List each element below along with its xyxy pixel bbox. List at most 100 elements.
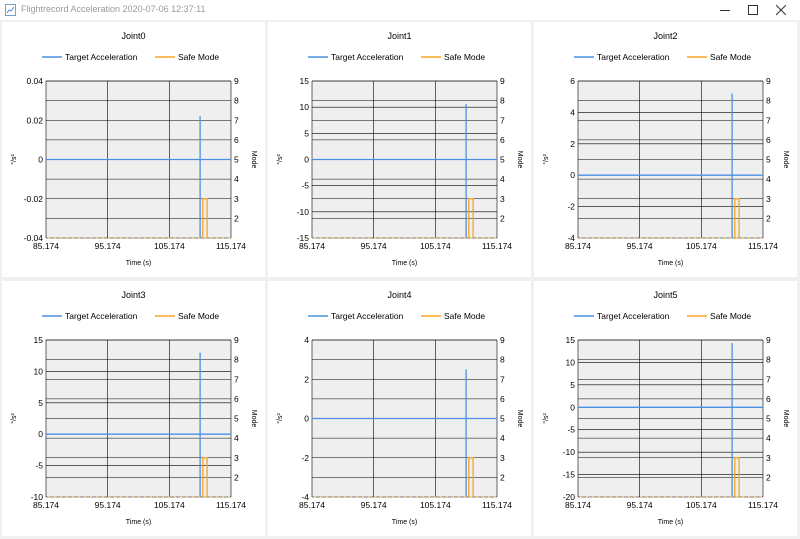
y2-tick-label: 8 [500, 96, 505, 106]
y-tick-label: 0 [570, 170, 575, 180]
series-line-target-acceleration [312, 104, 497, 238]
legend-label-safe-mode: Safe Mode [710, 311, 751, 321]
y2-tick-label: 2 [234, 213, 239, 223]
y2-tick-label: 4 [234, 433, 239, 443]
y2-tick-label: 9 [766, 335, 771, 345]
chart-svg: Joint0 Target Acceleration Safe Mode -0.04 -… [10, 31, 257, 267]
y2-tick-label: 3 [766, 194, 771, 204]
chart-title: Joint5 [653, 290, 677, 300]
x-tick-label: 115.174 [748, 241, 778, 251]
y-tick-label: -2 [567, 202, 575, 212]
y-axis-label: °/s² [10, 154, 18, 165]
x-tick-label: 115.174 [482, 500, 512, 510]
series-line-target-acceleration [578, 343, 763, 497]
y-tick-label: 6 [570, 76, 575, 86]
y-tick-label: 10 [566, 357, 576, 367]
maximize-button[interactable] [739, 0, 767, 20]
legend-label-safe-mode: Safe Mode [178, 52, 219, 62]
chart-panel-joint4: Joint4 Target Acceleration Safe Mode -4 -2 0 2… [268, 281, 531, 536]
y2-axis-label: Mode [516, 151, 523, 169]
y-axis-label: °/s² [542, 413, 550, 424]
y-tick-label: 5 [570, 380, 575, 390]
x-tick-label: 115.174 [216, 241, 246, 251]
legend-label-safe-mode: Safe Mode [444, 311, 485, 321]
y-tick-label: -0.04 [24, 233, 44, 243]
app-chart-icon [5, 4, 16, 16]
y-tick-label: -4 [567, 233, 575, 243]
x-tick-label: 85.174 [299, 500, 325, 510]
y2-tick-label: 8 [234, 96, 239, 106]
y2-tick-label: 7 [234, 115, 239, 125]
legend-label-target-acceleration: Target Acceleration [597, 52, 670, 62]
y2-tick-label: 5 [234, 155, 239, 165]
y2-tick-label: 4 [766, 433, 771, 443]
x-axis-label: Time (s) [126, 519, 151, 526]
y-tick-label: -4 [301, 492, 309, 502]
series-line-safe-mode [202, 457, 208, 497]
y-tick-label: 15 [34, 335, 44, 345]
series-line-safe-mode [734, 457, 740, 497]
x-tick-label: 85.174 [565, 500, 591, 510]
legend-label-safe-mode: Safe Mode [178, 311, 219, 321]
y2-tick-label: 8 [500, 355, 505, 365]
y2-axis-label: Mode [250, 410, 257, 428]
x-tick-label: 95.174 [627, 500, 653, 510]
x-axis-label: Time (s) [658, 260, 683, 267]
y2-tick-label: 6 [766, 394, 771, 404]
y2-tick-label: 2 [500, 472, 505, 482]
x-axis-label: Time (s) [658, 519, 683, 526]
x-tick-label: 95.174 [95, 500, 121, 510]
x-tick-label: 105.174 [154, 241, 185, 251]
y-tick-label: 2 [570, 139, 575, 149]
maximize-icon [748, 5, 758, 15]
y-tick-label: -5 [301, 181, 309, 191]
y2-tick-label: 4 [766, 174, 771, 184]
y2-axis-label: Mode [782, 151, 789, 169]
y2-tick-label: 7 [766, 374, 771, 384]
y-axis-label: °/s² [276, 413, 284, 424]
chart-title: Joint2 [653, 31, 677, 41]
x-tick-label: 95.174 [361, 241, 387, 251]
close-button[interactable] [767, 0, 795, 20]
chart-title: Joint3 [121, 290, 145, 300]
chart-svg: Joint4 Target Acceleration Safe Mode -4 -2 0 2… [276, 290, 523, 526]
title-bar: Flightrecord Acceleration 2020-07-06 12:… [0, 0, 800, 20]
y-tick-label: 10 [300, 102, 310, 112]
x-tick-label: 85.174 [33, 500, 59, 510]
x-tick-label: 95.174 [361, 500, 387, 510]
y2-tick-label: 6 [766, 135, 771, 145]
y2-tick-label: 2 [766, 472, 771, 482]
x-axis-label: Time (s) [392, 260, 417, 267]
y-tick-label: 0.04 [26, 76, 43, 86]
series-line-safe-mode [734, 198, 740, 238]
y-tick-label: 15 [300, 76, 310, 86]
series-line-target-acceleration [578, 93, 763, 238]
y-tick-label: -10 [31, 492, 44, 502]
y-tick-label: 0 [38, 429, 43, 439]
chart-title: Joint0 [121, 31, 145, 41]
y2-tick-label: 5 [500, 155, 505, 165]
y2-tick-label: 2 [500, 213, 505, 223]
x-tick-label: 85.174 [33, 241, 59, 251]
y-tick-label: -5 [35, 461, 43, 471]
minimize-button[interactable] [711, 0, 739, 20]
legend-label-target-acceleration: Target Acceleration [65, 52, 138, 62]
chart-panel-joint0: Joint0 Target Acceleration Safe Mode -0.04 -… [2, 22, 265, 277]
y2-tick-label: 8 [766, 355, 771, 365]
y-tick-label: 0 [304, 414, 309, 424]
y-tick-label: -2 [301, 453, 309, 463]
x-tick-label: 115.174 [482, 241, 512, 251]
y2-tick-label: 9 [500, 335, 505, 345]
chart-svg: Joint2 Target Acceleration Safe Mode -4 -2 0 2… [542, 31, 789, 267]
series-line-safe-mode [468, 457, 474, 497]
y2-tick-label: 7 [500, 115, 505, 125]
legend-label-target-acceleration: Target Acceleration [65, 311, 138, 321]
y-tick-label: 5 [38, 398, 43, 408]
y-tick-label: 4 [304, 335, 309, 345]
y-tick-label: -5 [567, 425, 575, 435]
y2-tick-label: 4 [500, 433, 505, 443]
y2-tick-label: 3 [234, 453, 239, 463]
y2-tick-label: 7 [234, 374, 239, 384]
x-tick-label: 85.174 [299, 241, 325, 251]
y2-tick-label: 5 [766, 155, 771, 165]
